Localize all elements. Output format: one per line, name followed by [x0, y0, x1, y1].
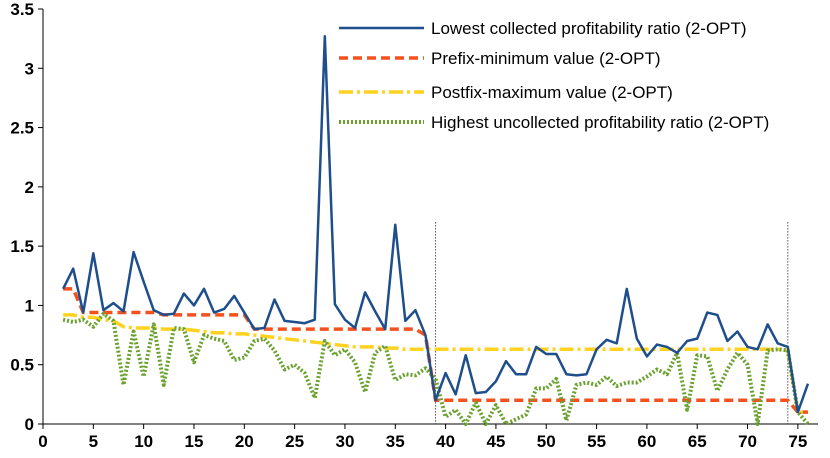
legend: Lowest collected profitability ratio (2-… — [339, 19, 769, 132]
y-axis: 0 0.5 1 1.5 2 2.5 3 3.5 — [10, 0, 44, 434]
y-tick-label: 0.5 — [10, 356, 34, 375]
x-tick-label: 45 — [486, 432, 505, 451]
legend-label: Highest uncollected profitability ratio … — [431, 113, 769, 132]
legend-label: Postfix-maximum value (2-OPT) — [431, 83, 673, 102]
x-tick-label: 25 — [285, 432, 304, 451]
series-postfix-maximum — [63, 313, 808, 414]
series-lowest-collected — [62, 35, 810, 414]
x-axis: 0 5 10 15 20 25 30 35 40 45 50 55 60 65 70 75 — [38, 423, 818, 451]
vertical-markers — [435, 222, 789, 424]
y-tick-label: 0 — [25, 415, 34, 434]
legend-label: Lowest collected profitability ratio (2-… — [431, 19, 747, 38]
legend-label: Prefix-minimum value (2-OPT) — [431, 49, 661, 68]
x-tick-label: 65 — [688, 432, 707, 451]
x-tick-label: 40 — [436, 432, 455, 451]
series-highest-uncollected — [62, 311, 810, 426]
x-tick-label: 15 — [185, 432, 204, 451]
y-tick-label: 1.5 — [10, 237, 34, 256]
x-tick-label: 55 — [587, 432, 606, 451]
y-tick-label: 2.5 — [10, 119, 34, 138]
x-tick-label: 60 — [637, 432, 656, 451]
y-tick-label: 3 — [25, 59, 34, 78]
y-tick-label: 3.5 — [10, 0, 34, 19]
y-tick-label: 2 — [25, 178, 34, 197]
plot-area — [62, 35, 810, 426]
x-tick-label: 75 — [788, 432, 807, 451]
x-tick-label: 50 — [537, 432, 556, 451]
x-tick-label: 20 — [235, 432, 254, 451]
x-tick-label: 5 — [89, 432, 98, 451]
x-tick-label: 35 — [386, 432, 405, 451]
x-tick-label: 70 — [738, 432, 757, 451]
y-tick-label: 1 — [25, 296, 34, 315]
x-tick-label: 10 — [134, 432, 153, 451]
x-tick-label: 30 — [335, 432, 354, 451]
x-tick-label: 0 — [38, 432, 47, 451]
